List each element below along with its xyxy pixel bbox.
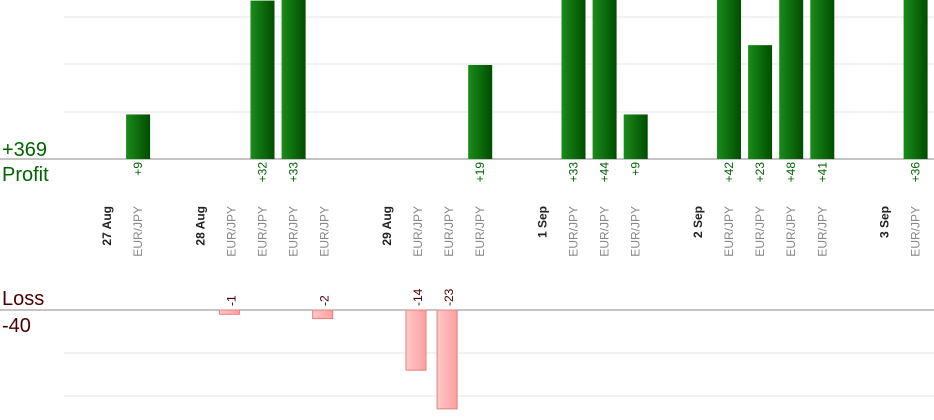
pair-label: EUR/JPY	[815, 206, 829, 257]
pair-label: EUR/JPY	[784, 206, 798, 257]
profit-bar	[810, 0, 835, 159]
profit-total: +369	[2, 139, 47, 161]
profit-bar	[748, 45, 773, 159]
pair-label: EUR/JPY	[442, 206, 456, 257]
pair-label: EUR/JPY	[318, 206, 332, 257]
profit-bar	[126, 114, 151, 159]
profit-bar	[281, 0, 306, 160]
date-label: 1 Sep	[535, 206, 549, 238]
profit-value-label: +32	[256, 162, 270, 183]
profit-bar	[717, 0, 741, 159]
pair-label: EUR/JPY	[224, 206, 238, 257]
bars	[126, 0, 928, 410]
profit-bar	[779, 0, 804, 160]
loss-value-label: -2	[318, 295, 332, 306]
profit-bar	[250, 0, 275, 159]
profit-value-label: +33	[287, 162, 301, 183]
pair-label: EUR/JPY	[722, 206, 736, 257]
date-label: 29 Aug	[380, 206, 394, 246]
pair-label: EUR/JPY	[287, 206, 301, 257]
loss-value-label: -23	[442, 288, 456, 306]
category-labels: 27 Aug EUR/JPY 28 Aug EUR/JPY EUR/JPY EUR/JPY…	[100, 206, 923, 257]
date-label: 3 Sep	[878, 206, 892, 238]
profit-value-label: +44	[598, 162, 612, 183]
pair-label: EUR/JPY	[753, 206, 767, 257]
pair-label: EUR/JPY	[411, 206, 425, 257]
date-label: 2 Sep	[691, 206, 705, 238]
profit-value-label: +36	[909, 162, 923, 183]
date-label: 28 Aug	[193, 206, 207, 246]
profit-bar	[623, 114, 648, 159]
loss-bar	[436, 309, 458, 410]
pair-label: EUR/JPY	[629, 206, 643, 257]
date-label: 27 Aug	[100, 206, 114, 246]
pair-label: EUR/JPY	[256, 206, 270, 257]
profit-bar	[561, 0, 586, 160]
profit-value-label: +42	[722, 162, 736, 183]
loss-bar	[218, 309, 240, 315]
profit-value-label: +9	[131, 162, 145, 176]
pair-label: EUR/JPY	[909, 206, 923, 257]
loss-label: Loss	[2, 288, 44, 310]
profit-value-label: +23	[753, 162, 767, 183]
profit-value-label: +9	[629, 162, 643, 176]
profit-value-label: +41	[815, 162, 829, 183]
profit-bar	[903, 0, 928, 159]
profit-value-label: +48	[784, 162, 798, 183]
pair-label: EUR/JPY	[473, 206, 487, 257]
pair-label: EUR/JPY	[567, 206, 581, 257]
loss-bar	[405, 309, 427, 371]
loss-bar	[312, 309, 334, 320]
profit-bar	[468, 64, 493, 159]
bar-value-labels: +9 -1 +32 +33 -2 -14 -23 +19 +33 +44 +9 +42 +23 +48 +4…	[131, 162, 923, 306]
pair-label: EUR/JPY	[598, 206, 612, 257]
profit-label: Profit	[2, 164, 49, 186]
loss-total: -40	[2, 315, 31, 337]
profit-bar	[592, 0, 617, 160]
profit-value-label: +19	[473, 162, 487, 183]
profit-value-label: +33	[567, 162, 581, 183]
loss-value-label: -14	[411, 288, 425, 306]
loss-value-label: -1	[224, 295, 238, 306]
pair-label: EUR/JPY	[131, 206, 145, 257]
